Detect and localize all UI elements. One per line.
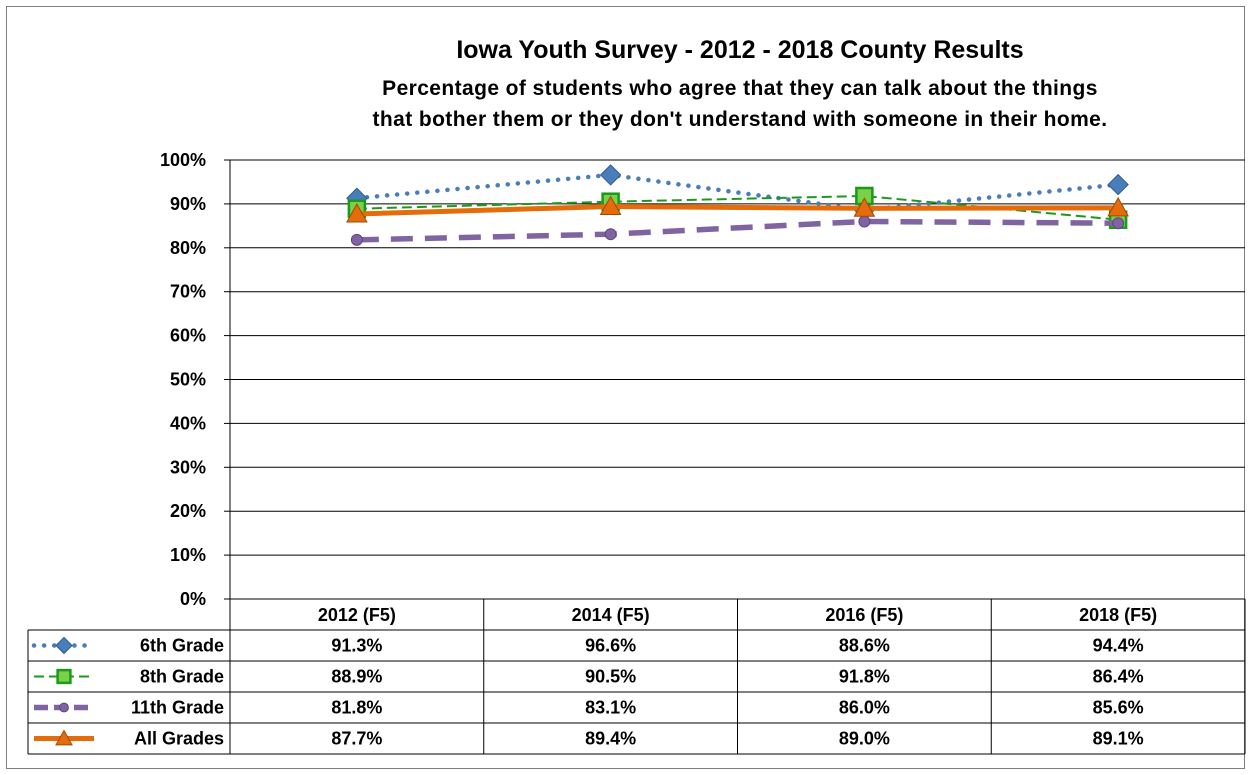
series-point — [604, 228, 617, 241]
legend-key-marker — [56, 668, 72, 685]
series-point — [350, 233, 363, 246]
legend-key-marker — [55, 636, 73, 655]
series-point — [853, 197, 876, 217]
legend-key-marker — [59, 702, 69, 713]
data-label: 81.8% — [331, 698, 382, 718]
series-point — [346, 202, 368, 223]
series-point — [858, 215, 871, 228]
y-tick-label: 80% — [170, 238, 206, 258]
y-tick-label: 20% — [170, 501, 206, 521]
category-label: 2016 (F5) — [825, 605, 903, 625]
chart-subtitle-line-1: Percentage of students who agree that th… — [382, 77, 1098, 100]
data-label: 89.1% — [1093, 729, 1144, 749]
y-tick-label: 10% — [170, 545, 206, 565]
legend-label: 11th Grade — [131, 698, 224, 718]
data-label: 91.3% — [331, 636, 382, 656]
legend-label: 6th Grade — [140, 636, 224, 656]
data-label: 86.0% — [839, 698, 890, 718]
series-line-3 — [356, 204, 1119, 217]
data-label: 94.4% — [1093, 636, 1144, 656]
series-point — [1112, 217, 1125, 230]
data-label: 88.6% — [839, 636, 890, 656]
series-line-2 — [356, 218, 1119, 243]
data-label: 88.9% — [331, 667, 382, 687]
data-label: 85.6% — [1093, 698, 1144, 718]
chart-title: Iowa Youth Survey - 2012 - 2018 County R… — [456, 36, 1024, 64]
series-line-0 — [354, 172, 1121, 213]
legend-label: All Grades — [134, 729, 224, 749]
data-label: 90.5% — [585, 667, 636, 687]
series-point — [1107, 196, 1129, 217]
series-point — [599, 164, 622, 186]
y-tick-label: 0% — [180, 589, 206, 609]
y-tick-label: 30% — [170, 457, 206, 477]
y-tick-label: 70% — [170, 282, 206, 302]
y-tick-label: 90% — [170, 194, 206, 214]
data-label: 83.1% — [585, 698, 636, 718]
data-label: 96.6% — [585, 636, 636, 656]
y-tick-label: 100% — [160, 150, 206, 170]
data-label: 86.4% — [1093, 667, 1144, 687]
category-label: 2012 (F5) — [318, 605, 396, 625]
category-label: 2014 (F5) — [572, 605, 650, 625]
data-label: 89.4% — [585, 729, 636, 749]
chart-frame — [6, 6, 1245, 769]
legend-key-marker — [55, 729, 73, 746]
series-point — [1107, 173, 1129, 196]
data-label: 87.7% — [331, 729, 382, 749]
series-point — [599, 195, 622, 216]
category-label: 2018 (F5) — [1079, 605, 1157, 625]
data-label: 91.8% — [839, 667, 890, 687]
data-label: 89.0% — [839, 729, 890, 749]
y-tick-label: 40% — [170, 413, 206, 433]
y-tick-label: 50% — [170, 370, 206, 390]
y-tick-label: 60% — [170, 326, 206, 346]
legend-label: 8th Grade — [140, 667, 224, 687]
chart-subtitle-line-2: that bother them or they don't understan… — [372, 108, 1108, 131]
